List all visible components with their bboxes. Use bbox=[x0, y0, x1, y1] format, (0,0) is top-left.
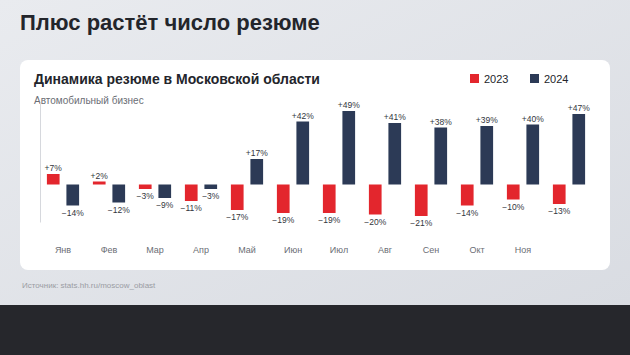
data-label: −3% bbox=[202, 191, 220, 201]
stage bbox=[0, 305, 630, 355]
data-label: +39% bbox=[476, 115, 498, 125]
data-labels: +7% +2% −3% −11% −17% −19% −19% −20% −21% −14% −10… bbox=[45, 100, 591, 228]
x-tick: Фев bbox=[101, 244, 118, 255]
x-tick-label: Сен bbox=[423, 245, 440, 255]
data-label: +41% bbox=[384, 112, 406, 122]
bar bbox=[112, 185, 125, 203]
legend-item: 2024 bbox=[530, 73, 568, 85]
bar bbox=[369, 185, 382, 215]
slide: Плюс растёт число резюме Динамика резюме … bbox=[0, 0, 630, 355]
bar bbox=[388, 123, 401, 185]
bar bbox=[323, 185, 336, 214]
legend-label: 2023 bbox=[484, 73, 508, 85]
legend: 2023 2024 bbox=[470, 73, 568, 85]
x-tick-label: Мар bbox=[146, 245, 164, 255]
x-tick: Сен bbox=[423, 244, 440, 255]
data-label: −3% bbox=[137, 191, 155, 201]
x-tick-label: Окт bbox=[469, 245, 484, 255]
data-label: +2% bbox=[91, 171, 109, 181]
legend-swatch bbox=[530, 74, 539, 83]
data-label: +40% bbox=[522, 114, 544, 124]
data-label: −9% bbox=[156, 200, 174, 210]
x-tick-label: Май bbox=[238, 245, 256, 255]
bar bbox=[250, 159, 263, 185]
x-tick: Авг bbox=[378, 244, 393, 255]
x-tick-label: Фев bbox=[101, 245, 118, 255]
x-axis-line bbox=[41, 244, 593, 245]
data-label: +42% bbox=[292, 111, 314, 121]
source-note: Источник: stats.hh.ru/moscow_oblast bbox=[22, 281, 156, 290]
bar bbox=[204, 185, 217, 190]
x-axis: Янв Фев Мар Апр Май Июн Июл Авг Сен Окт Ноя bbox=[41, 244, 593, 255]
x-tick: Май bbox=[238, 244, 256, 255]
bar bbox=[158, 185, 171, 199]
bar bbox=[461, 185, 474, 206]
bar bbox=[66, 185, 79, 206]
x-tick-label: Апр bbox=[193, 245, 209, 255]
data-label: +47% bbox=[568, 103, 590, 113]
bar bbox=[342, 111, 355, 185]
bar bbox=[277, 185, 290, 214]
bar bbox=[47, 174, 60, 185]
bar bbox=[553, 185, 566, 205]
x-tick: Июн bbox=[284, 244, 302, 255]
data-label: −13% bbox=[548, 206, 570, 216]
data-label: −12% bbox=[108, 205, 130, 215]
data-label: −10% bbox=[502, 202, 524, 212]
bar bbox=[185, 185, 198, 202]
chart-card bbox=[20, 60, 610, 270]
x-tick-label: Июн bbox=[284, 245, 302, 255]
data-label: −14% bbox=[62, 208, 84, 218]
x-tick: Окт bbox=[469, 244, 484, 255]
data-label: −20% bbox=[364, 217, 386, 227]
data-label: +7% bbox=[45, 163, 63, 173]
chart-title: Динамика резюме в Московской области bbox=[34, 71, 320, 87]
x-tick: Янв bbox=[55, 244, 71, 255]
bar bbox=[139, 185, 152, 190]
bar bbox=[93, 182, 106, 185]
x-tick-label: Ноя bbox=[515, 245, 532, 255]
y-axis-line bbox=[40, 103, 41, 223]
data-label: −11% bbox=[181, 203, 203, 213]
legend-label: 2024 bbox=[544, 73, 568, 85]
y-axis bbox=[40, 103, 41, 223]
legend-item: 2023 bbox=[470, 73, 508, 85]
bar bbox=[415, 185, 428, 217]
x-tick-label: Июл bbox=[330, 245, 348, 255]
data-label: −19% bbox=[318, 215, 340, 225]
data-label: −21% bbox=[410, 218, 432, 228]
bars bbox=[47, 111, 585, 216]
slide-background bbox=[0, 0, 630, 305]
bar bbox=[434, 128, 447, 185]
x-tick: Июл bbox=[330, 244, 348, 255]
bar bbox=[480, 126, 493, 185]
data-label: +38% bbox=[430, 117, 452, 127]
x-tick: Мар bbox=[146, 244, 164, 255]
x-tick: Апр bbox=[193, 244, 209, 255]
slide-title: Плюс растёт число резюме bbox=[20, 10, 320, 35]
x-tick-label: Авг bbox=[378, 245, 393, 255]
bar bbox=[296, 122, 309, 185]
bar bbox=[526, 125, 539, 185]
data-label: +17% bbox=[246, 148, 268, 158]
data-label: −17% bbox=[226, 212, 248, 222]
bar bbox=[507, 185, 520, 200]
bar bbox=[572, 114, 585, 185]
x-tick-label: Янв bbox=[55, 245, 71, 255]
data-label: −14% bbox=[456, 208, 478, 218]
bar bbox=[231, 185, 244, 211]
legend-swatch bbox=[470, 74, 479, 83]
data-label: +49% bbox=[338, 100, 360, 110]
chart-subtitle: Автомобильный бизнес bbox=[34, 95, 144, 106]
x-tick: Ноя bbox=[515, 244, 532, 255]
data-label: −19% bbox=[272, 215, 294, 225]
